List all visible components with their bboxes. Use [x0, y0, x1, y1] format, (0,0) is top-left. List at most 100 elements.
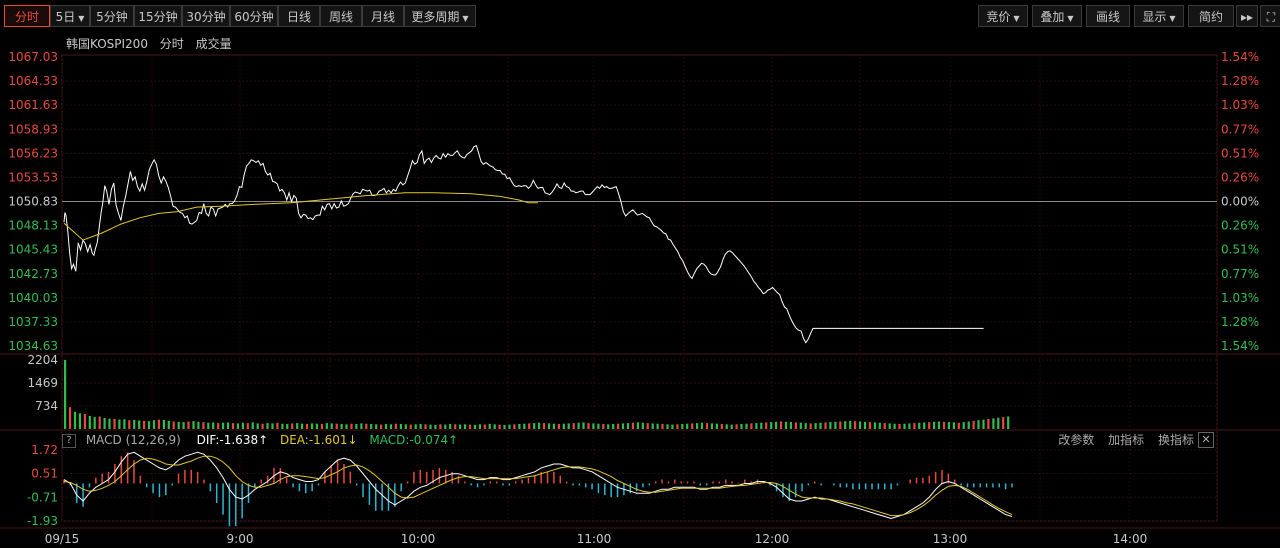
tool-button-label: 竞价 — [986, 10, 1011, 24]
volume-bar — [982, 419, 985, 429]
volume-bar — [360, 423, 363, 429]
volume-bar — [893, 423, 896, 429]
volume-bar — [217, 423, 220, 429]
volume-bar — [202, 422, 205, 429]
volume-bar — [696, 423, 699, 429]
time-tick-label: 09/15 — [45, 532, 80, 546]
volume-bar — [730, 424, 733, 429]
volume-tick-label: 734 — [35, 399, 58, 413]
pct-tick-label: 1.28% — [1221, 315, 1259, 329]
fullscreen-icon[interactable]: ⛶ — [1260, 5, 1280, 27]
volume-bar — [745, 423, 748, 429]
volume-bar — [839, 421, 842, 429]
volume-bar — [473, 424, 476, 429]
volume-bar — [266, 423, 269, 429]
volume-bar — [251, 422, 254, 429]
volume-bar — [666, 424, 669, 429]
volume-bar — [572, 423, 575, 429]
volume-tick-label: 2204 — [27, 353, 58, 367]
price-tick-label: 1056.23 — [8, 146, 58, 160]
add-indicator-button[interactable]: 加指标 — [1108, 433, 1145, 447]
volume-bar — [735, 424, 738, 429]
volume-bar — [310, 423, 314, 429]
pct-tick-label: 1.54% — [1221, 50, 1259, 64]
volume-bar — [918, 422, 921, 429]
volume-bar — [498, 424, 501, 429]
volume-bar — [538, 422, 541, 429]
pct-tick-label: 0.77% — [1221, 267, 1259, 281]
volume-bar — [147, 421, 151, 429]
volume-bar — [212, 422, 215, 429]
volume-bar — [167, 420, 170, 429]
caret-down-icon: ▼ — [1169, 14, 1176, 23]
macd-operations: 改参数 加指标 换指标 — [1048, 431, 1194, 449]
change-indicator-button[interactable]: 换指标 — [1157, 433, 1194, 447]
help-icon[interactable]: ? — [62, 433, 76, 448]
price-tick-label: 1053.53 — [8, 170, 58, 184]
period-tab-3[interactable]: 15分钟 — [134, 5, 182, 27]
volume-bar — [967, 421, 970, 429]
tool-button-3[interactable]: 显示 ▼ — [1134, 5, 1184, 27]
volume-bar — [513, 424, 516, 429]
volume-bar — [863, 421, 867, 429]
volume-bar — [720, 424, 723, 429]
volume-bar — [972, 420, 975, 429]
volume-bar — [88, 415, 91, 429]
edit-params-button[interactable]: 改参数 — [1058, 433, 1095, 447]
tool-button-4[interactable]: 简约 — [1188, 5, 1234, 27]
volume-bar — [819, 422, 822, 429]
period-tab-1[interactable]: 5日 ▼ — [50, 5, 90, 27]
tool-button-1[interactable]: 叠加 ▼ — [1032, 5, 1082, 27]
volume-bar — [962, 422, 965, 429]
volume-bar — [355, 424, 358, 429]
volume-bar — [947, 422, 950, 429]
fast-forward-icon[interactable]: ▸▸ — [1236, 5, 1258, 27]
period-tab-7[interactable]: 周线 — [320, 5, 362, 27]
volume-bar — [226, 422, 230, 429]
price-tick-label: 1048.13 — [8, 219, 58, 233]
volume-bar — [854, 421, 857, 429]
volume-bar — [770, 422, 773, 429]
price-tick-label: 1037.33 — [8, 315, 58, 329]
dif-value: DIF:-1.638↑ — [196, 433, 269, 447]
macd-value: MACD:-0.074↑ — [369, 433, 459, 447]
volume-bar — [192, 421, 195, 429]
volume-bar — [582, 422, 585, 429]
volume-bar — [271, 423, 274, 429]
volume-bar — [834, 421, 837, 429]
volume-bar — [676, 424, 679, 429]
period-tab-0[interactable]: 分时 — [4, 5, 50, 27]
volume-bar — [691, 423, 694, 429]
period-tab-5[interactable]: 60分钟 — [230, 5, 278, 27]
tool-button-2[interactable]: 画线 — [1086, 5, 1130, 27]
period-tab-8[interactable]: 月线 — [362, 5, 404, 27]
volume-bar — [799, 422, 802, 429]
tool-button-label: ▸▸ — [1240, 10, 1254, 24]
volume-bar — [607, 424, 610, 429]
volume-bar — [133, 419, 136, 429]
pct-tick-label: 1.54% — [1221, 339, 1259, 353]
volume-bar — [883, 423, 886, 429]
volume-bar — [73, 411, 77, 429]
period-tab-6[interactable]: 日线 — [278, 5, 320, 27]
close-icon[interactable]: ✕ — [1198, 432, 1214, 448]
volume-bar — [478, 424, 481, 429]
volume-bar — [231, 423, 235, 429]
volume-bar — [641, 422, 644, 429]
volume-bar — [335, 423, 338, 429]
period-tab-2[interactable]: 5分钟 — [90, 5, 134, 27]
price-tick-label: 1058.93 — [8, 122, 58, 136]
volume-bar — [493, 424, 496, 429]
period-tab-4[interactable]: 30分钟 — [182, 5, 230, 27]
volume-bar — [325, 423, 328, 429]
volume-bar — [93, 417, 96, 429]
volume-bar — [162, 419, 165, 429]
volume-bar — [419, 424, 422, 429]
volume-bar — [222, 422, 225, 429]
index-name: 韩国KOSPI200 — [66, 37, 148, 51]
tool-button-0[interactable]: 竞价 ▼ — [978, 5, 1028, 27]
period-tab-9[interactable]: 更多周期 ▼ — [404, 5, 476, 27]
volume-bar — [286, 424, 289, 429]
tool-button-label: ⛶ — [1266, 10, 1276, 24]
